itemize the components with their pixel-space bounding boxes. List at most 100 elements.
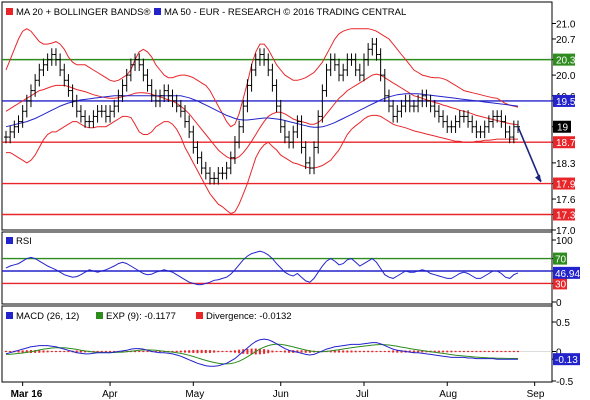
xtick-label: Apr — [102, 389, 118, 400]
divergence-bar — [75, 350, 78, 353]
divergence-bar — [263, 349, 266, 354]
divergence-bar — [250, 348, 253, 355]
divergence-bar — [159, 350, 162, 353]
divergence-bar — [496, 350, 499, 353]
rsi-last-label: 46.94 — [555, 269, 580, 280]
macd-ytick-label: -0.5 — [556, 377, 574, 388]
divergence-bar — [371, 350, 374, 353]
ma50-line — [5, 93, 519, 128]
rsi-last-badge — [553, 266, 580, 279]
price-legend: MA 20 + BOLLINGER BANDS® MA 50 - EUR - R… — [6, 7, 406, 18]
projection-arrow — [517, 126, 542, 183]
ma50-legend-swatch — [154, 8, 161, 15]
divergence-bar — [475, 350, 478, 353]
projection-line — [517, 126, 542, 182]
divergence-bar — [233, 350, 236, 353]
divergence-bar — [17, 350, 20, 353]
divergence-bar — [46, 350, 49, 353]
divergence-bar — [500, 350, 503, 353]
divergence-bar — [258, 348, 261, 355]
divergence-bar — [392, 350, 395, 353]
rsi-levels — [2, 257, 552, 285]
divergence-bar — [442, 350, 445, 353]
divergence-bar — [238, 349, 241, 354]
divergence-bar — [383, 350, 386, 353]
divergence-bar — [408, 350, 411, 353]
divergence-bar — [96, 350, 99, 353]
ma50-legend-label: MA 50 - EUR - RESEARCH © 2016 TRADING CE… — [164, 7, 406, 18]
divergence-legend-swatch — [196, 312, 203, 319]
bollinger-bands — [5, 28, 519, 215]
projection-arrowhead — [535, 174, 541, 183]
divergence-bar — [296, 350, 299, 353]
divergence-bar — [483, 350, 486, 353]
divergence-bar — [154, 350, 157, 353]
divergence-bar — [308, 350, 311, 353]
rsi-level-label: 70 — [555, 255, 567, 266]
divergence-bar — [63, 350, 66, 353]
divergence-bar — [138, 350, 141, 353]
divergence-bar — [42, 350, 45, 353]
price-ytick-label: 17.6 — [556, 195, 576, 206]
rsi-series-line — [5, 250, 519, 286]
divergence-bar — [229, 350, 232, 353]
divergence-bar — [104, 350, 107, 353]
rsi-title: RSI — [16, 236, 32, 247]
divergence-bar — [462, 350, 465, 353]
xtick-label: Sep — [527, 389, 545, 400]
price-ytick-label: 20.7 — [556, 35, 576, 46]
divergence-bar — [204, 349, 207, 354]
last-price-badge — [553, 120, 571, 133]
divergence-bar — [450, 350, 453, 353]
divergence-bar — [358, 350, 361, 353]
divergence-bar — [367, 350, 370, 353]
divergence-bar — [188, 350, 191, 353]
divergence-bar — [458, 350, 461, 353]
bollinger-lower-line — [6, 114, 518, 215]
divergence-bar — [179, 350, 182, 353]
price-bars — [4, 37, 520, 185]
price-level-badge — [553, 208, 575, 221]
divergence-bar — [196, 349, 199, 354]
price-level-badge — [553, 136, 575, 149]
divergence-bar — [275, 350, 278, 353]
divergence-bar — [283, 350, 286, 353]
rsi-ytick-label: 100 — [556, 236, 573, 247]
price-ytick-label: 20.0 — [556, 71, 576, 82]
macd-series — [2, 338, 552, 367]
ma20-legend-label: MA 20 + BOLLINGER BANDS® — [16, 7, 151, 18]
rsi-ytick-label: 0 — [556, 298, 562, 309]
exp-legend-label: EXP (9): -0.1177 — [106, 311, 176, 322]
xtick-label: Jul — [356, 389, 369, 400]
macd-legend: MACD (26, 12) EXP (9): -0.1177 Divergenc… — [6, 311, 292, 322]
divergence-bar — [508, 350, 511, 353]
divergence-bar — [25, 350, 28, 353]
divergence-bar — [338, 350, 341, 353]
bollinger-upper-line — [5, 28, 519, 128]
divergence-bar — [221, 350, 224, 353]
ma20-line — [5, 73, 519, 160]
price-ytick-label: 17.0 — [556, 226, 576, 237]
rsi-level-badge — [553, 252, 567, 265]
divergence-bar — [471, 350, 474, 353]
divergence-bar — [121, 350, 124, 353]
divergence-bar — [421, 350, 424, 353]
divergence-bar — [387, 350, 390, 353]
divergence-bar — [396, 350, 399, 353]
xtick-label: Mar 16 — [11, 389, 43, 400]
divergence-bar — [379, 350, 382, 353]
divergence-bar — [417, 350, 420, 353]
divergence-bar — [350, 350, 353, 353]
price-level-badge — [553, 177, 575, 190]
divergence-bar — [9, 350, 12, 353]
divergence-bar — [59, 350, 62, 353]
divergence-bar — [300, 350, 303, 353]
macd-ytick-label: 0.5 — [556, 318, 570, 329]
macd-legend-label: MACD (26, 12) — [16, 311, 79, 322]
macd-last-label: -0.13 — [555, 355, 578, 366]
divergence-bar — [479, 350, 482, 353]
last-price-label: 19 — [557, 123, 569, 134]
divergence-bar — [109, 350, 112, 353]
divergence-bar — [84, 350, 87, 353]
